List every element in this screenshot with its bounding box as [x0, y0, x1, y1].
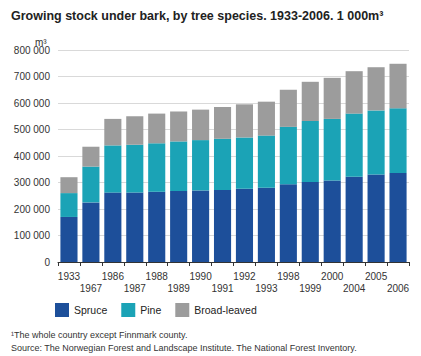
- svg-text:Spruce: Spruce: [74, 304, 107, 316]
- svg-text:2005: 2005: [365, 271, 388, 282]
- svg-text:1998: 1998: [277, 271, 300, 282]
- svg-text:2000: 2000: [321, 271, 344, 282]
- svg-text:Growing stock under bark, by t: Growing stock under bark, by tree specie…: [11, 9, 383, 23]
- svg-text:¹The whole country except Finn: ¹The whole country except Finnmark count…: [11, 330, 187, 340]
- svg-text:600 000: 600 000: [14, 98, 51, 109]
- svg-text:800 000: 800 000: [13, 44, 50, 56]
- svg-text:1992: 1992: [233, 271, 256, 282]
- svg-text:Pine: Pine: [140, 304, 161, 316]
- svg-text:500 000: 500 000: [14, 124, 51, 135]
- svg-text:2004: 2004: [343, 283, 366, 294]
- svg-text:m³: m³: [35, 37, 47, 48]
- svg-text:1988: 1988: [146, 271, 169, 282]
- svg-text:300 000: 300 000: [14, 177, 51, 188]
- svg-text:1967: 1967: [80, 283, 103, 294]
- svg-text:1999: 1999: [299, 283, 322, 294]
- svg-text:200 000: 200 000: [14, 204, 51, 215]
- svg-text:Source: The Norwegian Forest a: Source: The Norwegian Forest and Landsca…: [11, 343, 357, 353]
- svg-text:400 000: 400 000: [14, 151, 51, 162]
- svg-text:1933: 1933: [58, 271, 81, 282]
- svg-text:1987: 1987: [124, 283, 147, 294]
- svg-text:1993: 1993: [255, 283, 278, 294]
- svg-text:1990: 1990: [189, 271, 212, 282]
- svg-text:1991: 1991: [211, 283, 234, 294]
- svg-text:2006: 2006: [387, 283, 410, 294]
- svg-text:1986: 1986: [102, 271, 125, 282]
- svg-text:Broad-leaved: Broad-leaved: [194, 304, 257, 316]
- svg-text:0: 0: [44, 257, 50, 268]
- svg-text:1989: 1989: [168, 283, 191, 294]
- svg-text:700 000: 700 000: [14, 71, 51, 82]
- svg-text:100 000: 100 000: [14, 230, 51, 241]
